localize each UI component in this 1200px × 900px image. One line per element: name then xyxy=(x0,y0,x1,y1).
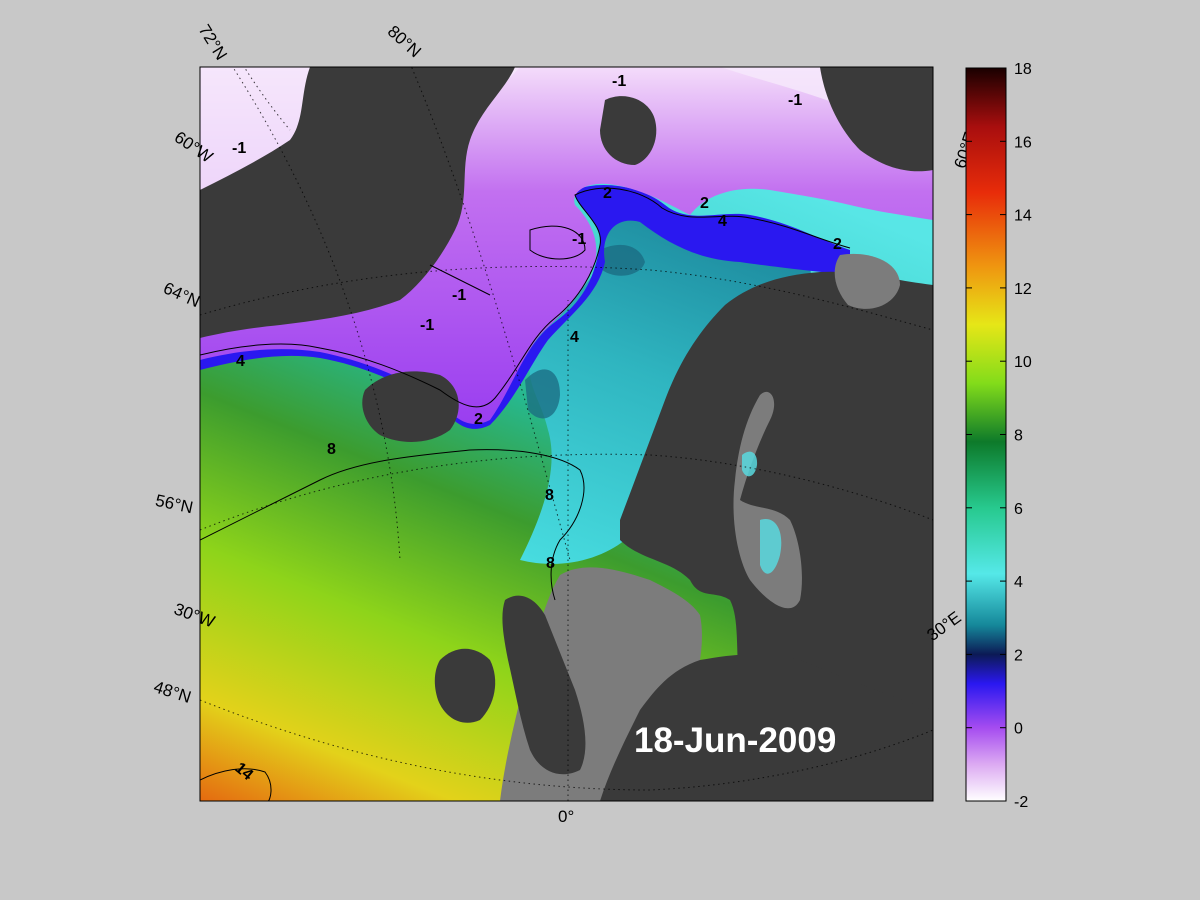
contour-label-2-d: 2 xyxy=(474,411,483,428)
colorbar-ticks xyxy=(966,67,1006,802)
contour-label-2-c: 2 xyxy=(833,236,842,253)
date-label: 18-Jun-2009 xyxy=(634,721,836,760)
colorbar-tick-label: 14 xyxy=(1014,208,1032,225)
contour-label-8-b: 8 xyxy=(545,487,554,504)
colorbar-tick-label: 2 xyxy=(1014,647,1023,664)
colorbar: 18 16 14 12 10 8 6 4 2 0 -2 xyxy=(965,61,1032,811)
baltic-sea xyxy=(733,391,802,609)
colorbar-tick-label: 6 xyxy=(1014,501,1023,518)
colorbar-tick-label: 4 xyxy=(1014,574,1023,591)
colorbar-tick-label: 0 xyxy=(1014,721,1023,738)
lat-label-56n: 56°N xyxy=(154,491,195,517)
map-panel: -1 -1 -1 -1 -1 -1 2 2 2 2 4 4 4 8 8 8 14… xyxy=(200,67,933,801)
colorbar-gradient xyxy=(965,67,1007,802)
contour-label-2-b: 2 xyxy=(700,195,709,212)
contour-label-4-a: 4 xyxy=(718,213,727,230)
contour-label-neg1-f: -1 xyxy=(420,317,434,334)
great-britain xyxy=(502,595,586,775)
contour-label-4-b: 4 xyxy=(570,329,579,346)
norwegian-sea xyxy=(520,200,811,564)
gulf-of-bothnia-ice xyxy=(742,451,782,574)
colorbar-labels: 18 16 14 12 10 8 6 4 2 0 -2 xyxy=(1014,61,1032,811)
contour-label-neg1-b: -1 xyxy=(788,92,802,109)
contour-label-neg1-d: -1 xyxy=(572,231,586,248)
contour-label-8-c: 8 xyxy=(546,555,555,572)
contour-label-4-c: 4 xyxy=(236,353,245,370)
colorbar-tick-label: -2 xyxy=(1014,794,1028,811)
white-sea xyxy=(834,253,900,309)
colorbar-tick-label: 8 xyxy=(1014,428,1023,445)
greenland xyxy=(200,67,515,338)
ireland xyxy=(434,648,496,723)
map-frame xyxy=(199,66,934,802)
graticule xyxy=(200,67,933,801)
contour-label-neg1-e: -1 xyxy=(452,287,466,304)
norwegian-sea-dark-eddies xyxy=(525,244,645,419)
lat-label-64n: 64°N xyxy=(160,278,202,311)
lat-label-72n: 72°N xyxy=(195,21,231,63)
contour-label-neg1-a: -1 xyxy=(612,73,626,90)
colorbar-tick-label: 16 xyxy=(1014,134,1032,151)
colorbar-tick-label: 18 xyxy=(1014,61,1032,78)
contour-label-neg1-c: -1 xyxy=(232,140,246,157)
colorbar-tick-label: 12 xyxy=(1014,281,1032,298)
lon-label-80n: 80°N xyxy=(384,22,425,62)
contour-label-2-a: 2 xyxy=(603,185,612,202)
isotherm-contours xyxy=(200,187,851,801)
svalbard xyxy=(600,96,657,165)
colorbar-tick-label: 10 xyxy=(1014,354,1032,371)
polar-front-band xyxy=(200,185,850,429)
contour-label-8-a: 8 xyxy=(327,441,336,458)
continental-europe xyxy=(600,654,933,801)
iceland xyxy=(362,371,459,442)
lon-label-0: 0° xyxy=(558,807,574,826)
lat-label-48n: 48°N xyxy=(151,677,193,707)
novaya-zemlya xyxy=(820,67,933,172)
